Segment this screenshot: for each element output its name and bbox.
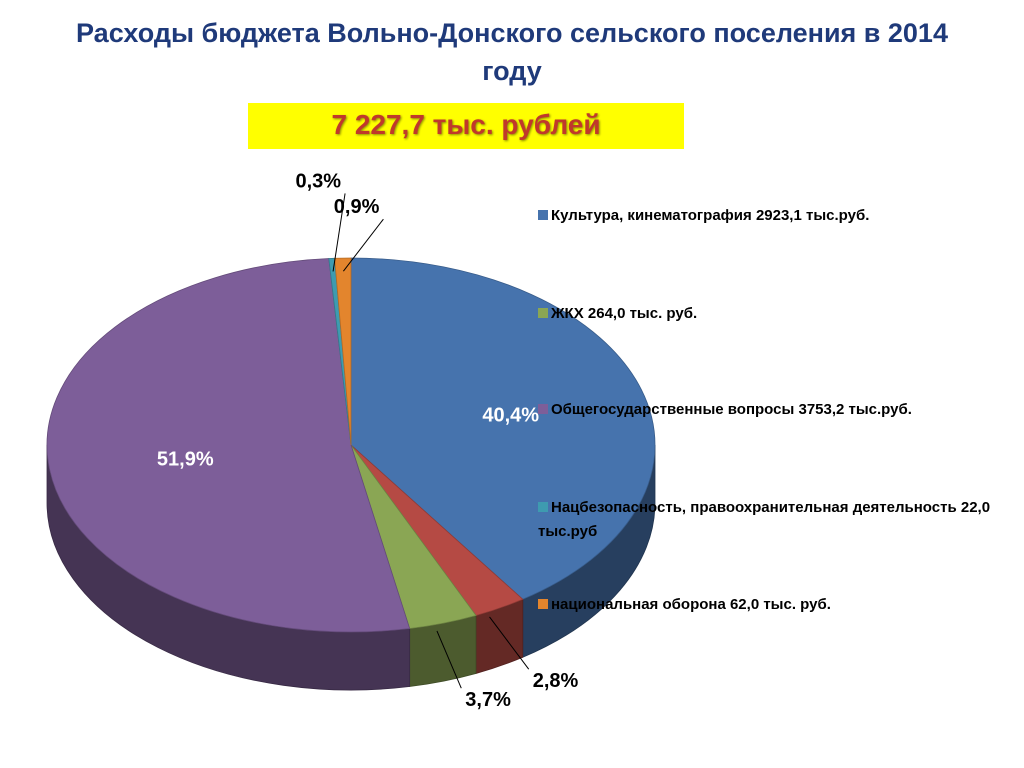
legend-item: национальная оборона 62,0 тыс. руб. — [538, 593, 1008, 617]
slice-label-2: 51,9% — [157, 449, 214, 471]
leader-line-4 — [342, 218, 384, 272]
legend-label: национальная оборона 62,0 тыс. руб. — [551, 596, 831, 613]
legend-swatch — [538, 599, 548, 609]
legend-swatch — [538, 210, 548, 220]
legend-swatch — [538, 308, 548, 318]
legend-item: ЖКХ 264,0 тыс. руб. — [538, 302, 1008, 326]
slice-label-5: 2,8% — [533, 670, 579, 692]
total-value: 7 227,7 тыс. рублей — [331, 109, 601, 140]
legend-item: Нацбезопасность, правоохранительная деят… — [538, 496, 1008, 544]
pie-top-faces — [46, 257, 656, 633]
slice-label-3: 0,3% — [295, 170, 341, 192]
legend-label: Общегосударственные вопросы 3753,2 тыс.р… — [551, 401, 912, 418]
slice-label-4: 0,9% — [334, 196, 380, 218]
leader-line-1 — [436, 630, 462, 689]
leader-line-3 — [332, 193, 346, 272]
legend-item: Культура, кинематография 2923,1 тыс.руб. — [538, 204, 1008, 228]
slice-labels: 40,4% 2,8% 3,7% 51,9% 0,3% 0,9% — [157, 170, 579, 711]
slice-0[interactable] — [350, 257, 656, 600]
legend-item: Общегосударственные вопросы 3753,2 тыс.р… — [538, 398, 1008, 422]
total-banner: 7 227,7 тыс. рублей — [248, 103, 684, 149]
legend-swatch — [538, 404, 548, 414]
slice-2[interactable] — [46, 258, 411, 633]
leader-line-5 — [489, 616, 530, 670]
slide-title: Расходы бюджета Вольно-Донского сельског… — [76, 18, 948, 86]
legend-label: Нацбезопасность, правоохранительная деят… — [538, 499, 991, 540]
legend-label: ЖКХ 264,0 тыс. руб. — [551, 305, 698, 322]
legend-swatch — [538, 502, 548, 512]
slice-label-1: 3,7% — [465, 689, 511, 711]
legend-label: Культура, кинематография 2923,1 тыс.руб. — [551, 207, 870, 224]
slice-label-0: 40,4% — [482, 405, 539, 427]
